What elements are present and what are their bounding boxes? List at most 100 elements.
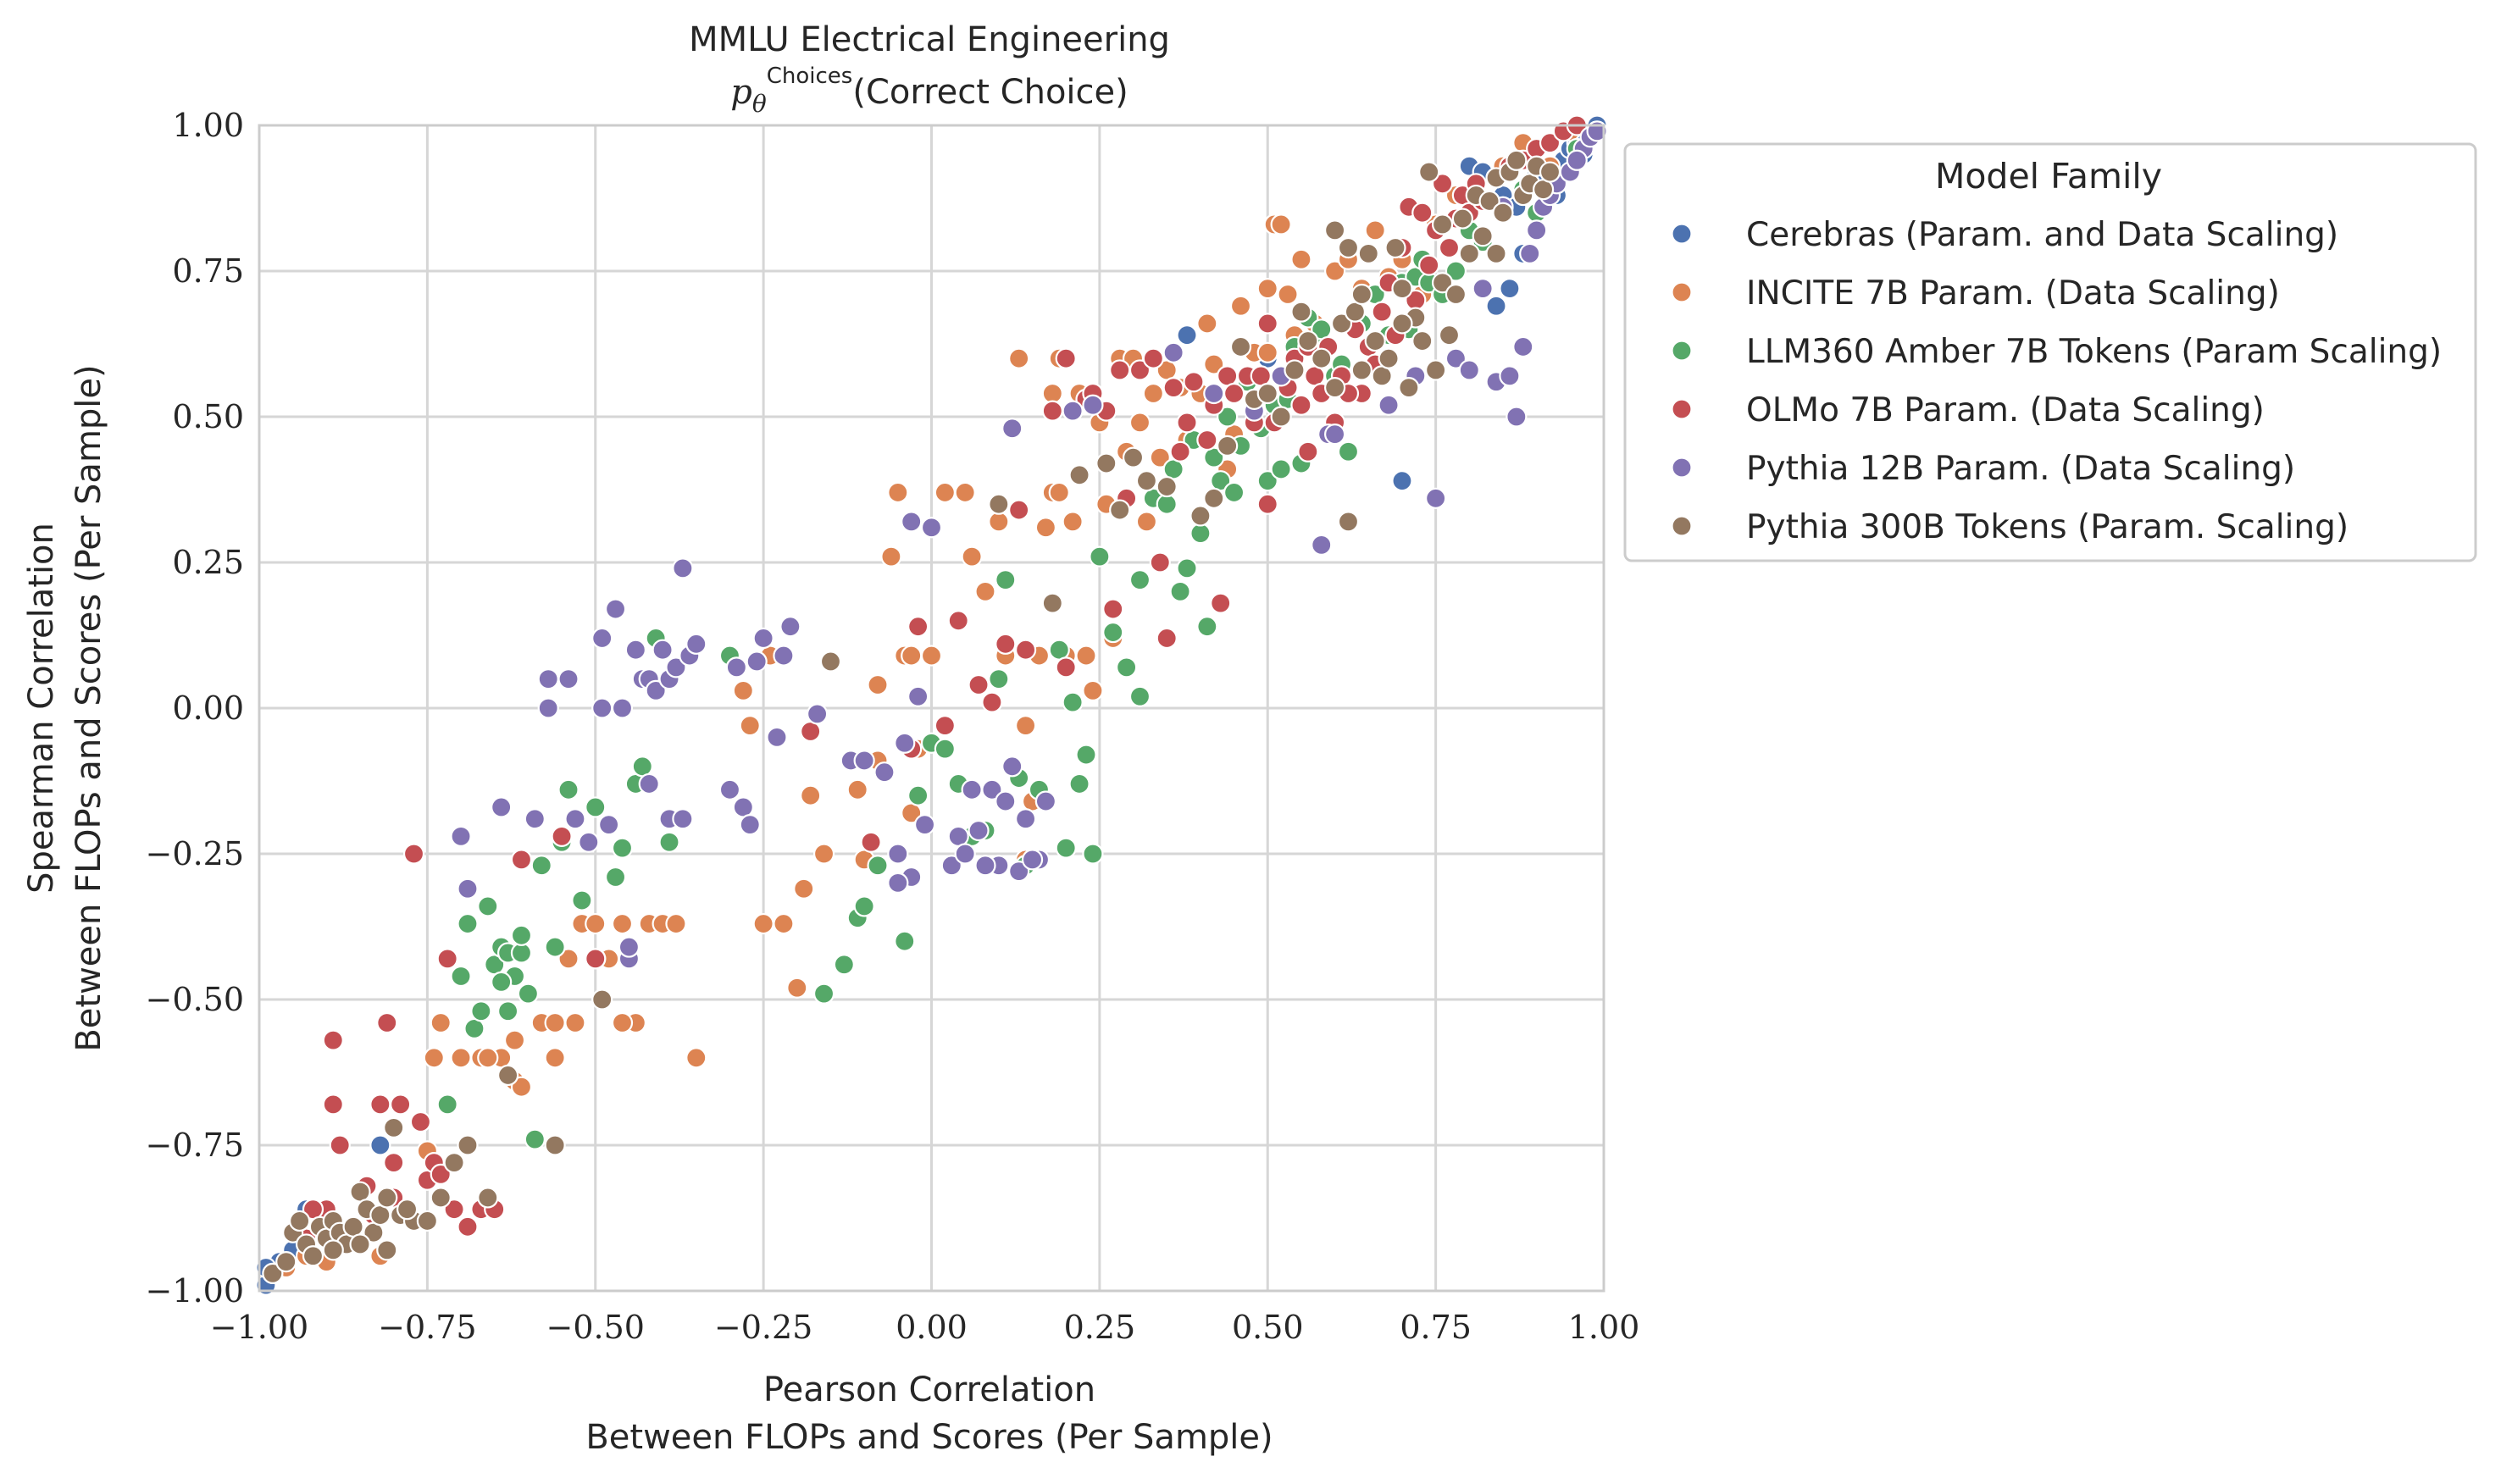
scatter-point — [800, 784, 822, 806]
scatter-point — [766, 726, 788, 749]
scatter-point — [968, 819, 990, 842]
scatter-point — [1156, 627, 1178, 650]
scatter-point — [638, 772, 660, 795]
scatter-point — [611, 1011, 634, 1034]
legend: Model Family Cerebras (Param. and Data S… — [1623, 142, 2477, 562]
scatter-point — [477, 1187, 499, 1209]
scatter-point — [1183, 371, 1205, 393]
scatter-point — [1478, 190, 1500, 213]
scatter-point — [1128, 685, 1151, 707]
scatter-point — [1116, 656, 1138, 678]
scatter-point — [672, 808, 694, 830]
scatter-point — [503, 1029, 526, 1051]
scatter-point — [1323, 377, 1346, 399]
scatter-point — [450, 1047, 472, 1069]
scatter-point — [1256, 278, 1278, 300]
scatter-point — [1539, 161, 1561, 183]
legend-label: Cerebras (Param. and Data Scaling) — [1746, 216, 2338, 254]
scatter-point — [624, 639, 646, 661]
scatter-point — [1008, 499, 1030, 521]
scatter-point — [1350, 359, 1372, 381]
scatter-point — [1566, 149, 1588, 171]
scatter-point — [1062, 400, 1084, 422]
scatter-point — [1156, 475, 1178, 498]
scatter-point — [1323, 260, 1346, 282]
scatter-point — [618, 936, 640, 958]
scatter-point — [846, 778, 868, 800]
scatter-point — [887, 843, 909, 865]
scatter-point — [1089, 545, 1111, 568]
legend-label: OLMo 7B Param. (Data Scaling) — [1746, 391, 2265, 429]
scatter-point — [954, 843, 976, 865]
x-axis-title-line2: Between FLOPs and Scores (Per Sample) — [585, 1418, 1273, 1457]
scatter-point — [491, 796, 513, 818]
scatter-point — [1055, 837, 1077, 859]
scatter-point — [1256, 382, 1278, 405]
scatter-point — [416, 1210, 438, 1232]
scatter-point — [322, 1239, 344, 1261]
scatter-point — [746, 651, 768, 673]
scatter-point — [1492, 202, 1514, 224]
scatter-point — [430, 1163, 452, 1186]
scatter-point — [457, 878, 479, 900]
scatter-point — [1270, 406, 1292, 428]
scatter-point — [1485, 295, 1507, 317]
scatter-point — [1014, 715, 1037, 737]
y-tick-label: −1.00 — [146, 1272, 244, 1310]
scatter-point — [1472, 225, 1494, 247]
scatter-point — [1425, 487, 1447, 509]
scatter-point — [947, 610, 969, 632]
scatter-point — [1203, 382, 1225, 405]
scatter-point — [1128, 412, 1151, 434]
legend-label: INCITE 7B Param. (Data Scaling) — [1746, 274, 2280, 313]
scatter-point — [1169, 580, 1191, 603]
legend-label: Pythia 300B Tokens (Param. Scaling) — [1746, 508, 2348, 546]
data-points — [255, 114, 1608, 1296]
scatter-point — [457, 1134, 479, 1156]
scatter-point — [591, 988, 613, 1011]
x-tick-label: 0.25 — [1064, 1309, 1136, 1346]
scatter-point — [530, 855, 552, 877]
scatter-point — [665, 656, 687, 678]
scatter-point — [907, 685, 929, 707]
scatter-point — [1229, 295, 1252, 317]
scatter-point — [585, 796, 607, 818]
scatter-point — [1109, 359, 1131, 381]
scatter-point — [1223, 382, 1245, 405]
scatter-point — [819, 651, 842, 673]
scatter-point — [934, 481, 956, 504]
scatter-point — [1021, 849, 1044, 871]
x-tick-label: −1.00 — [210, 1309, 308, 1346]
x-axis-title-line1: Pearson Correlation — [763, 1370, 1095, 1409]
scatter-point — [564, 808, 586, 830]
scatter-point — [1196, 429, 1218, 451]
scatter-point — [1458, 359, 1480, 381]
scatter-point — [779, 616, 801, 638]
legend-marker — [1671, 457, 1693, 479]
scatter-point — [450, 965, 472, 988]
scatter-point — [995, 790, 1017, 812]
scatter-point — [571, 889, 593, 911]
scatter-point — [436, 1094, 458, 1116]
scatter-point — [1256, 341, 1278, 363]
scatter-point — [1311, 534, 1333, 556]
scatter-point — [1162, 341, 1184, 363]
legend-marker — [1671, 340, 1693, 362]
x-tick-label: 0.50 — [1232, 1309, 1304, 1346]
scatter-point — [1169, 440, 1191, 462]
scatter-point — [974, 580, 996, 603]
scatter-point — [443, 1152, 465, 1174]
scatter-point — [322, 1094, 344, 1116]
chart-subtitle: pθChoices(Correct Choice) — [730, 64, 1128, 118]
scatter-point — [604, 866, 627, 889]
scatter-point — [718, 778, 741, 800]
scatter-point — [1041, 400, 1063, 422]
scatter-point — [940, 855, 962, 877]
scatter-point — [1431, 272, 1454, 294]
scatter-point — [1418, 254, 1440, 276]
scatter-point — [369, 1134, 391, 1156]
scatter-point — [901, 645, 923, 667]
scatter-point — [430, 1187, 452, 1209]
scatter-point — [1485, 242, 1507, 264]
scatter-point — [1034, 790, 1056, 812]
